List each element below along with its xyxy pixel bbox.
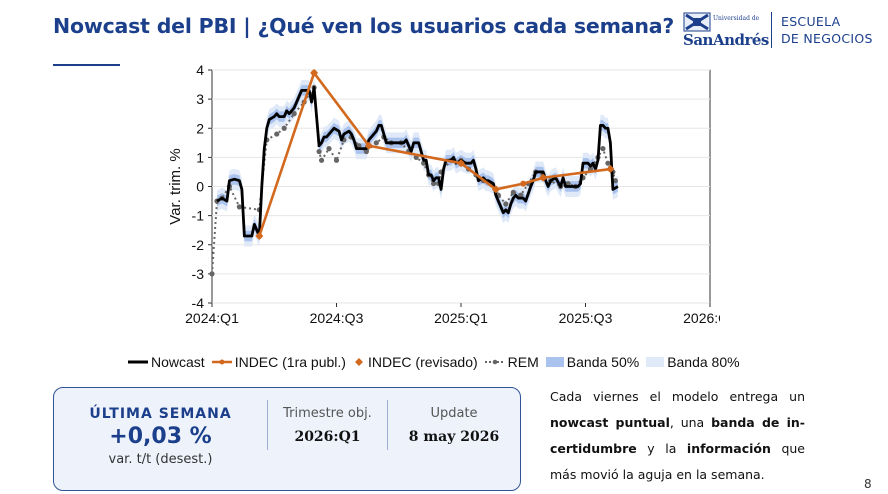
logo-separator bbox=[771, 12, 772, 48]
legend-nowcast-swatch bbox=[128, 360, 148, 364]
page-title: Nowcast del PBI | ¿Qué ven los usuarios … bbox=[53, 14, 675, 38]
rem-point bbox=[503, 201, 509, 207]
kpi-card: ÚLTIMA SEMANA +0,03 % var. t/t (desest.)… bbox=[53, 387, 521, 491]
kpi-main: ÚLTIMA SEMANA +0,03 % var. t/t (desest.) bbox=[54, 406, 267, 467]
y-axis-label: Var. trim. % bbox=[167, 148, 184, 224]
legend-indec-revisado-swatch bbox=[354, 358, 363, 366]
rem-point bbox=[373, 140, 379, 146]
rem-point bbox=[612, 178, 618, 184]
rem-point bbox=[431, 180, 437, 187]
band-80 bbox=[216, 76, 618, 247]
y-tick-label: -3 bbox=[192, 266, 205, 282]
desc-text: Cada viernes el modelo entrega un bbox=[550, 389, 805, 404]
university-crest-icon bbox=[683, 12, 711, 32]
legend-indec-revisado-label: INDEC (revisado) bbox=[367, 354, 478, 370]
nowcast-line bbox=[216, 86, 619, 238]
kpi-subtitle: var. t/t (desest.) bbox=[108, 452, 213, 467]
rem-point bbox=[363, 148, 369, 155]
kpi-update-header: Update bbox=[430, 406, 478, 421]
page-number: 8 bbox=[864, 477, 872, 491]
nowcast-chart: -4 -3 -2 -1 0 1 2 3 4 2024:Q1 2024:Q3 2025:Q1 2025:Q… bbox=[167, 62, 720, 326]
kpi-value: +0,03 % bbox=[109, 424, 212, 449]
kpi-divider bbox=[387, 400, 388, 450]
legend-band80-label: Banda 80% bbox=[667, 354, 740, 370]
rem-point bbox=[356, 143, 362, 149]
legend-rem-swatch bbox=[484, 359, 505, 365]
indec-line bbox=[258, 71, 611, 237]
desc-bold: información bbox=[686, 441, 771, 456]
y-tick-label: -2 bbox=[192, 237, 205, 253]
indec-revisado-point bbox=[491, 185, 500, 194]
indec-revisado-point bbox=[310, 68, 319, 77]
indec-revisado-point bbox=[364, 141, 373, 150]
rem-point bbox=[565, 180, 571, 187]
legend-nowcast-label: Nowcast bbox=[151, 354, 205, 370]
desc-text: y la bbox=[636, 441, 687, 456]
rem-point bbox=[605, 160, 611, 166]
legend-band80-swatch bbox=[646, 357, 665, 367]
x-tick-label: 2025:Q1 bbox=[434, 310, 488, 326]
rem-point bbox=[510, 189, 516, 195]
rem-point bbox=[600, 146, 606, 152]
university-small-text: Universidad de bbox=[713, 15, 760, 22]
indec-point bbox=[520, 180, 527, 187]
legend-nowcast: Nowcast bbox=[127, 354, 205, 370]
legend-indec: INDEC (1ra publ.) bbox=[211, 354, 346, 370]
x-tick-label: 2025:Q3 bbox=[559, 310, 613, 326]
school-line-1: ESCUELA bbox=[781, 14, 841, 29]
desc-bold: nowcast puntual bbox=[550, 415, 670, 430]
desc-bold: banda de in-certidumbre bbox=[550, 415, 805, 456]
legend-band50: Banda 50% bbox=[545, 354, 639, 370]
desc-text: , una bbox=[669, 415, 712, 430]
legend-indec-swatch bbox=[211, 359, 232, 365]
kpi-update: Update 8 may 2026 bbox=[388, 406, 520, 445]
description-paragraph: Cada viernes el modelo entrega un nowcas… bbox=[550, 384, 805, 488]
legend-indec-revisado: INDEC (revisado) bbox=[352, 354, 478, 370]
legend-band50-swatch bbox=[545, 357, 564, 367]
kpi-target-value: 2026:Q1 bbox=[294, 429, 361, 445]
chart-legend: Nowcast INDEC (1ra publ.) INDEC (revisad… bbox=[127, 352, 746, 372]
logo: Universidad de SanAndrés ESCUELA DE NEGO… bbox=[683, 12, 883, 52]
desc-text: que más movió la aguja en la semana. bbox=[550, 441, 805, 482]
legend-rem-label: REM bbox=[507, 354, 539, 370]
kpi-target-header: Trimestre obj. bbox=[283, 406, 372, 421]
rem-point bbox=[333, 157, 340, 163]
school-line-2: DE NEGOCIOS bbox=[781, 31, 873, 46]
legend-rem: REM bbox=[484, 354, 539, 370]
indec-revisado-point bbox=[457, 159, 465, 168]
x-tick-label: 2026:Q1 bbox=[683, 310, 720, 326]
x-tick-label: 2024:Q3 bbox=[310, 310, 364, 326]
rem-point bbox=[236, 204, 242, 210]
indec-revisado-point bbox=[539, 173, 548, 182]
y-tick-label: 1 bbox=[196, 149, 204, 165]
legend-indec-label: INDEC (1ra publ.) bbox=[234, 354, 346, 370]
y-tick-label: -1 bbox=[192, 208, 205, 224]
indec-revisado-point bbox=[606, 165, 615, 174]
university-name: SanAndrés bbox=[683, 31, 769, 49]
title-underline bbox=[53, 64, 120, 66]
y-tick-label: 0 bbox=[196, 179, 204, 195]
y-tick-label: 3 bbox=[196, 91, 204, 107]
y-tick-label: 2 bbox=[196, 120, 204, 136]
x-tick-label: 2024:Q1 bbox=[185, 310, 239, 326]
legend-band80: Banda 80% bbox=[645, 354, 740, 370]
kpi-label: ÚLTIMA SEMANA bbox=[89, 406, 232, 422]
rem-point bbox=[421, 160, 427, 166]
rem-point bbox=[209, 271, 215, 277]
rem-point bbox=[318, 157, 325, 163]
rem-point bbox=[291, 111, 297, 117]
rem-point bbox=[281, 125, 287, 131]
kpi-divider bbox=[267, 400, 268, 450]
y-tick-label: -4 bbox=[192, 295, 205, 311]
indec-revisado-point bbox=[255, 232, 264, 241]
y-tick-label: 4 bbox=[196, 62, 204, 78]
kpi-target: Trimestre obj. 2026:Q1 bbox=[268, 406, 387, 445]
rem-point bbox=[518, 192, 524, 198]
kpi-update-value: 8 may 2026 bbox=[408, 429, 500, 445]
rem-point bbox=[326, 146, 332, 152]
rem-point bbox=[316, 148, 322, 155]
legend-band50-label: Banda 50% bbox=[566, 354, 640, 370]
rem-point bbox=[274, 131, 280, 137]
